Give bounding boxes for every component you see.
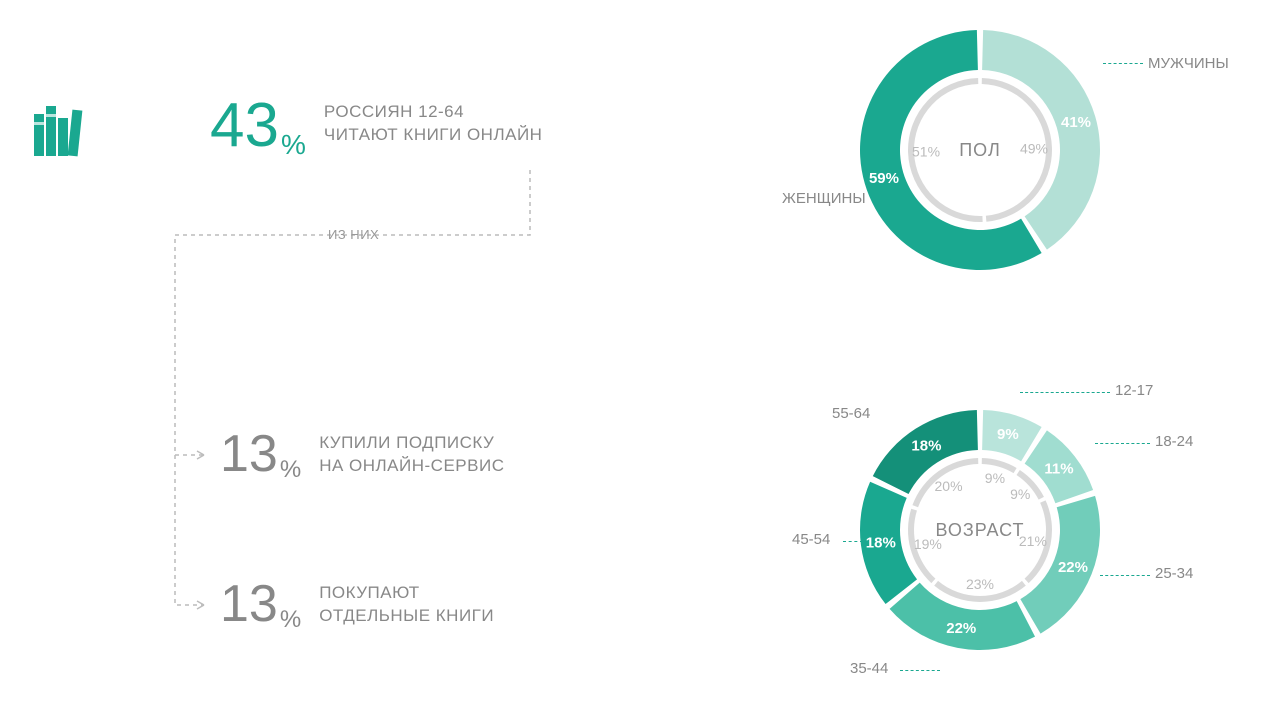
segment-outer-pct: 9% — [997, 426, 1019, 443]
segment-outer-pct: 22% — [1058, 559, 1088, 576]
donut-inner-segment — [908, 509, 935, 583]
donut-segment — [982, 30, 1100, 250]
segment-label: 25-34 — [1155, 565, 1193, 582]
donut-segment — [860, 30, 1042, 270]
books-icon — [30, 100, 90, 165]
stat-subscription: 13 % КУПИЛИ ПОДПИСКУ НА ОНЛАЙН-СЕРВИС — [220, 428, 504, 480]
donut-segment — [1020, 496, 1100, 634]
donut-inner-segment — [934, 581, 1026, 602]
stat-line2: ОТДЕЛЬНЫЕ КНИГИ — [319, 605, 494, 628]
segment-label: 55-64 — [832, 405, 870, 422]
leader-line — [1100, 575, 1150, 576]
segment-outer-pct: 59% — [869, 170, 899, 187]
hero-text: РОССИЯН 12-64 ЧИТАЮТ КНИГИ ОНЛАЙН — [324, 101, 543, 147]
leader-line — [1103, 63, 1143, 64]
segment-outer-pct: 18% — [866, 535, 896, 552]
segment-outer-pct: 41% — [1061, 114, 1091, 131]
leader-line — [1020, 392, 1110, 393]
segment-label: 35-44 — [850, 660, 888, 677]
segment-inner-pct: 23% — [966, 576, 994, 592]
hero-stat: 43 % РОССИЯН 12-64 ЧИТАЮТ КНИГИ ОНЛАЙН — [210, 95, 542, 157]
segment-inner-pct: 21% — [1019, 533, 1047, 549]
segment-outer-pct: 22% — [946, 620, 976, 637]
donut-title: ВОЗРАСТ — [935, 520, 1024, 540]
segment-label: МУЖЧИНЫ — [1148, 55, 1229, 72]
connector-label: ИЗ НИХ — [328, 227, 379, 242]
donut-segment — [860, 482, 917, 604]
donut-inner-segment — [908, 78, 983, 222]
stat-line1: КУПИЛИ ПОДПИСКУ — [319, 432, 504, 455]
segment-label: ЖЕНЩИНЫ — [782, 190, 866, 207]
leader-line — [1095, 443, 1150, 444]
hero-percent: % — [281, 129, 306, 161]
segment-inner-pct: 19% — [914, 536, 942, 552]
donut-title: ПОЛ — [959, 140, 1001, 160]
segment-label: 45-54 — [792, 531, 830, 548]
donut-segment — [1025, 430, 1093, 503]
stat-line1: ПОКУПАЮТ — [319, 582, 494, 605]
stat-line2: НА ОНЛАЙН-СЕРВИС — [319, 455, 504, 478]
donut-segment — [982, 410, 1042, 461]
stat-percent: % — [280, 606, 301, 634]
segment-inner-pct: 51% — [912, 144, 940, 160]
donut-inner-segment — [1025, 500, 1052, 583]
hero-line2: ЧИТАЮТ КНИГИ ОНЛАЙН — [324, 124, 543, 147]
segment-outer-pct: 11% — [1044, 461, 1073, 478]
charts-layer: 41% 59% 49% 51% ПОЛ 9% 11% 22% 22% 18% 18% 9% 9% 21% 2… — [0, 0, 1279, 708]
donut-inner-segment — [912, 458, 978, 507]
segment-inner-pct: 9% — [1010, 486, 1030, 502]
segment-outer-pct: 18% — [911, 438, 941, 455]
leader-line — [900, 670, 940, 671]
stat-individual-books: 13 % ПОКУПАЮТ ОТДЕЛЬНЫЕ КНИГИ — [220, 578, 494, 630]
segment-inner-pct: 9% — [985, 470, 1005, 486]
segment-label: 18-24 — [1155, 433, 1193, 450]
stat-text: КУПИЛИ ПОДПИСКУ НА ОНЛАЙН-СЕРВИС — [319, 432, 504, 478]
segment-inner-pct: 20% — [935, 478, 963, 494]
donut-segment — [890, 583, 1035, 650]
stat-value: 13 — [220, 578, 278, 630]
stat-text: ПОКУПАЮТ ОТДЕЛЬНЫЕ КНИГИ — [319, 582, 494, 628]
leader-line — [843, 541, 863, 542]
hero-line1: РОССИЯН 12-64 — [324, 101, 543, 124]
hero-value: 43 — [210, 95, 279, 157]
donut-inner-segment — [1017, 470, 1044, 500]
segment-inner-pct: 49% — [1020, 140, 1048, 156]
stat-percent: % — [280, 456, 301, 484]
segment-label: 12-17 — [1115, 382, 1153, 399]
donut-segment — [873, 410, 978, 494]
stat-value: 13 — [220, 428, 278, 480]
donut-inner-segment — [982, 78, 1052, 222]
donut-inner-segment — [982, 458, 1017, 473]
